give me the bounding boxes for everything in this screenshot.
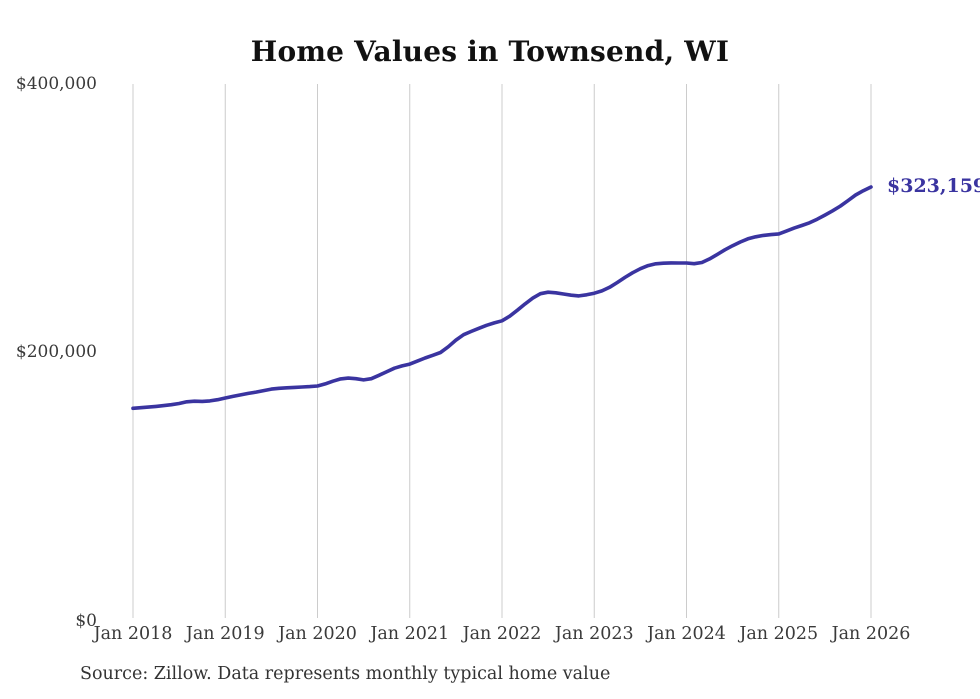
home-value-line [131, 185, 873, 411]
x-tick-label: Jan 2019 [185, 624, 265, 644]
y-tick-label: $400,000 [15, 74, 97, 94]
source-note: Source: Zillow. Data represents monthly … [80, 664, 611, 684]
chart-title: Home Values in Townsend, WI [250, 35, 730, 68]
x-tick-label: Jan 2018 [93, 624, 173, 644]
x-tick-label: Jan 2026 [831, 624, 911, 644]
y-tick-label: $0 [75, 611, 97, 631]
y-tick-label: $200,000 [15, 342, 97, 362]
x-tick-label: Jan 2020 [278, 624, 357, 644]
x-tick-label: Jan 2024 [647, 624, 726, 644]
x-tick-label: Jan 2023 [554, 624, 634, 644]
end-value-label: $323,159 [887, 174, 980, 197]
x-tick-label: Jan 2025 [739, 624, 819, 644]
x-tick-label: Jan 2022 [462, 624, 542, 644]
x-tick-label: Jan 2021 [370, 624, 450, 644]
